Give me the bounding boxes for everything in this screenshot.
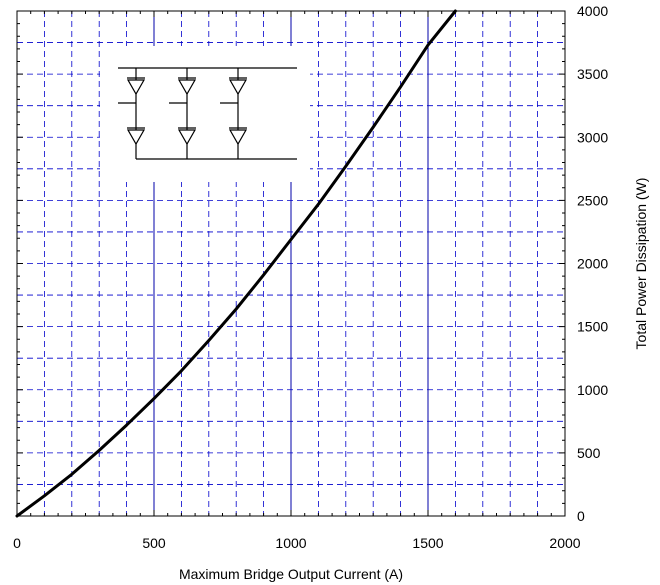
inset-diode-upper bbox=[126, 79, 146, 96]
inset-diode-lower bbox=[177, 129, 197, 146]
y-tick-label: 2000 bbox=[577, 256, 608, 272]
plot-frame bbox=[16, 10, 566, 517]
y-tick-label: 3000 bbox=[577, 129, 608, 145]
x-tick-label: 1500 bbox=[412, 535, 443, 551]
x-tick-label: 500 bbox=[142, 535, 166, 551]
series-line-power bbox=[15, 9, 457, 518]
y-axis-title: Total Power Dissipation (W) bbox=[633, 178, 649, 350]
inset-backdrop bbox=[100, 46, 310, 182]
y-tick-label: 4000 bbox=[577, 3, 608, 19]
diode-bridge-inset-icon bbox=[118, 67, 297, 160]
inset-diode-upper bbox=[177, 79, 197, 96]
y-tick-label: 3500 bbox=[577, 66, 608, 82]
y-tick-label: 0 bbox=[577, 508, 585, 524]
y-tick-labels: 0 500 1000 1500 2000 2500 3000 3500 4000 bbox=[577, 3, 608, 524]
inset-background bbox=[100, 46, 310, 182]
y-tick-label: 1000 bbox=[577, 382, 608, 398]
x-tick-label: 2000 bbox=[549, 535, 580, 551]
x-tick-label: 1000 bbox=[275, 535, 306, 551]
inset-diode-lower bbox=[126, 129, 146, 146]
y-tick-label: 1500 bbox=[577, 319, 608, 335]
inset-diode-upper bbox=[228, 79, 248, 96]
x-tick-labels: 0 500 1000 1500 2000 bbox=[13, 535, 581, 551]
y-tick-label: 500 bbox=[577, 445, 601, 461]
inset-diode-lower bbox=[228, 129, 248, 146]
y-tick-label: 2500 bbox=[577, 192, 608, 208]
x-tick-label: 0 bbox=[13, 535, 21, 551]
series-group bbox=[15, 9, 457, 518]
x-axis-title: Maximum Bridge Output Current (A) bbox=[179, 566, 403, 582]
